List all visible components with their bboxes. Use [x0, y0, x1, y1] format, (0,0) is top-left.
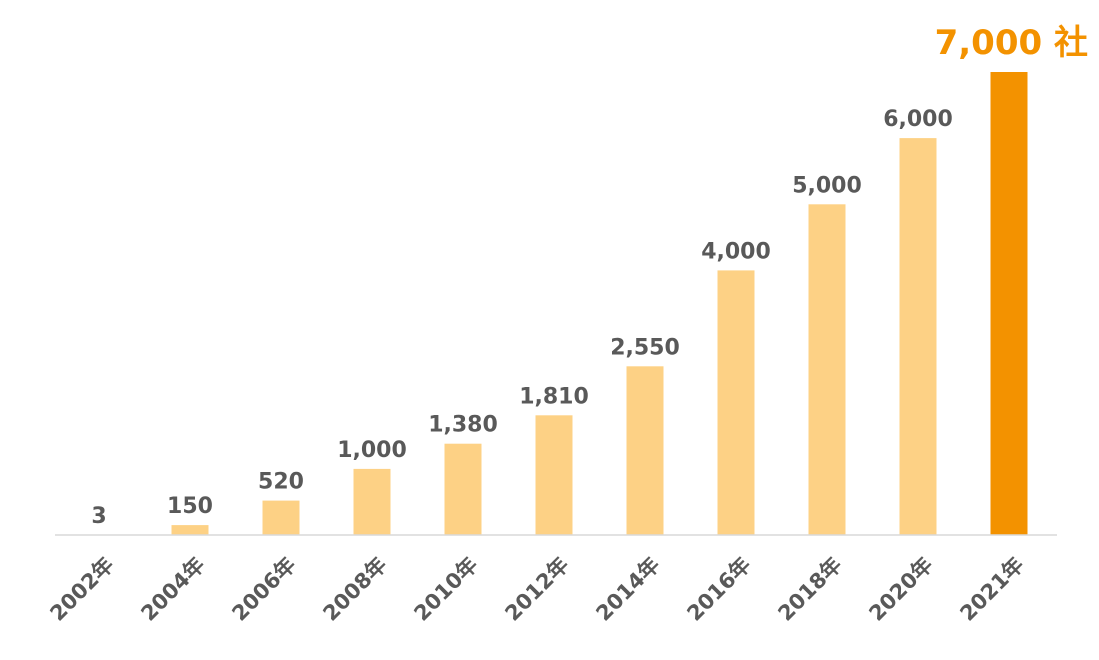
data-label-1: 150: [167, 494, 213, 519]
x-tick-label-3: 2008年: [318, 553, 391, 626]
x-tick-label-4: 2010年: [409, 553, 482, 626]
x-tick-label-8: 2018年: [773, 553, 846, 626]
x-tick-label-10: 2021年: [955, 553, 1028, 626]
data-label-4: 1,380: [428, 413, 498, 438]
bar-7: [717, 270, 755, 535]
data-label-9: 6,000: [883, 107, 953, 132]
data-label-8: 5,000: [792, 173, 862, 198]
x-tick-label-9: 2020年: [864, 553, 937, 626]
bar-5: [535, 415, 573, 535]
bar-3: [353, 468, 391, 535]
x-tick-label-1: 2004年: [136, 553, 209, 626]
data-label-0: 3: [91, 504, 106, 529]
x-tick-label-2: 2006年: [227, 553, 300, 626]
bar-10: [990, 72, 1028, 535]
bars-group: [80, 72, 1028, 536]
x-tick-label-5: 2012年: [500, 553, 573, 626]
bar-1: [171, 525, 209, 535]
x-tick-label-0: 2002年: [45, 553, 118, 626]
data-label-5: 1,810: [519, 384, 589, 409]
bar-4: [444, 443, 482, 535]
data-label-10: 7,000 社: [935, 23, 1088, 63]
data-label-2: 520: [258, 470, 304, 495]
bar-6: [626, 366, 664, 535]
bar-9: [899, 138, 937, 535]
bar-2: [262, 500, 300, 535]
bar-8: [808, 204, 846, 536]
data-label-7: 4,000: [701, 239, 771, 264]
x-tick-label-6: 2014年: [591, 553, 664, 626]
data-label-6: 2,550: [610, 335, 680, 360]
x-tick-labels-group: 2002年 2004年 2006年 2008年 2010年 2012年 2014年 2016年…: [45, 553, 1028, 626]
data-label-3: 1,000: [337, 438, 407, 463]
value-labels-group: 3 150 520 1,000 1,380 1,810 2,550 4,000 5,000 6,0…: [91, 23, 1088, 529]
x-tick-label-7: 2016年: [682, 553, 755, 626]
